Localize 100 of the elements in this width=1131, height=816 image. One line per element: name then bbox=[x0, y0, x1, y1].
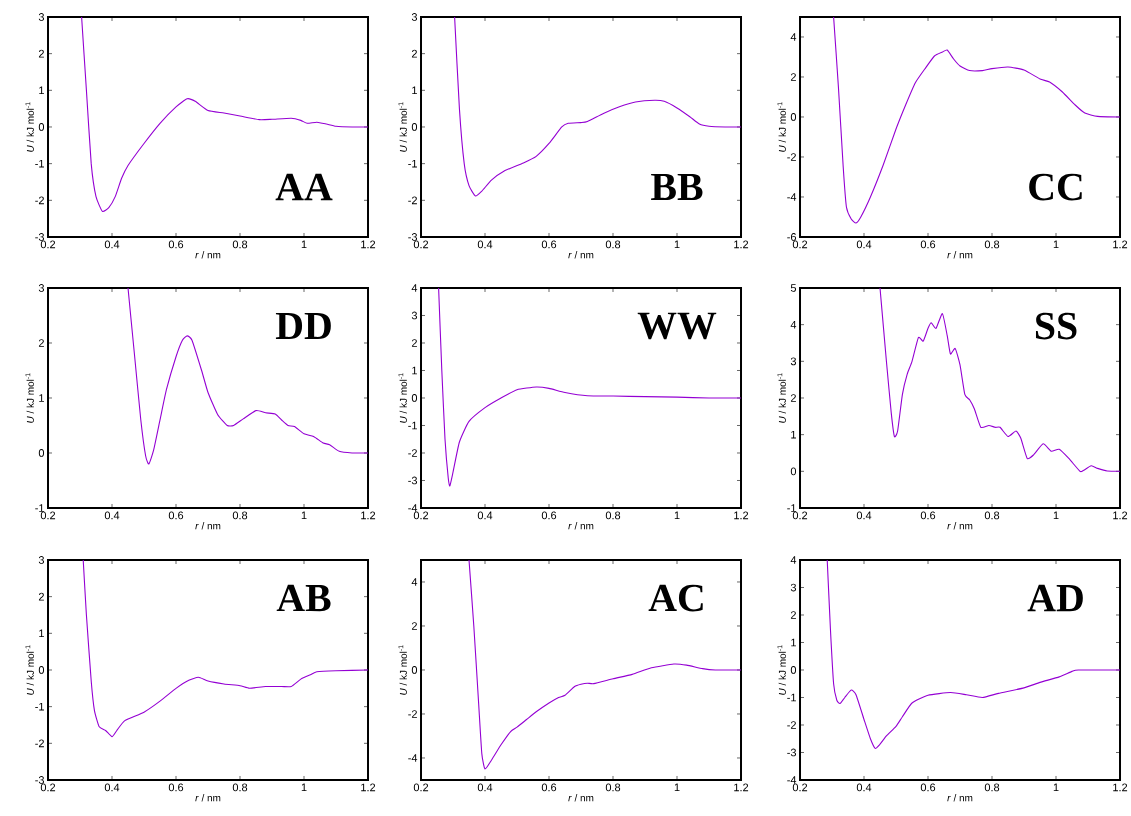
y-tick-label: 2 bbox=[38, 339, 44, 347]
x-tick-label: 0.4 bbox=[104, 240, 120, 249]
y-tick-label: -1 bbox=[35, 504, 44, 512]
y-tick-label: 0 bbox=[411, 123, 418, 131]
x-tick-label: 0.8 bbox=[984, 240, 1000, 249]
x-tick-label: 0.8 bbox=[984, 783, 1000, 792]
y-tick-label: -4 bbox=[408, 504, 418, 512]
y-tick-label: 1 bbox=[412, 366, 417, 375]
x-tick-label: 0.2 bbox=[40, 783, 56, 792]
y-tick-label: -4 bbox=[787, 776, 797, 784]
y-tick-label: 0 bbox=[38, 123, 45, 131]
x-tick-label: 0.6 bbox=[541, 783, 557, 792]
x-tick-label: 1.2 bbox=[1113, 783, 1128, 792]
x-tick-label: 0.6 bbox=[541, 511, 557, 520]
y-tick-label: -4 bbox=[787, 193, 797, 201]
x-tick-label: 0.2 bbox=[413, 511, 429, 520]
chart-title: SS bbox=[1035, 312, 1077, 340]
y-axis-title: U / kJ mol$^{-1}$ bbox=[25, 373, 34, 423]
y-tick-label: -2 bbox=[35, 196, 44, 205]
y-tick-label: 3 bbox=[38, 556, 44, 564]
y-tick-label: -2 bbox=[787, 721, 796, 729]
x-tick-label: 0.6 bbox=[541, 240, 557, 249]
y-tick-label: 4 bbox=[790, 320, 797, 329]
x-tick-label: 1 bbox=[1053, 511, 1059, 520]
y-tick-label: 1 bbox=[791, 638, 796, 647]
chart-title: AC bbox=[648, 584, 703, 612]
x-tick-label: 0.6 bbox=[168, 240, 184, 249]
x-tick-label: 0.6 bbox=[920, 783, 936, 792]
y-tick-label: 3 bbox=[411, 13, 418, 21]
y-tick-label: -4 bbox=[408, 754, 418, 762]
y-tick-label: -2 bbox=[408, 710, 417, 718]
y-tick-label: -1 bbox=[408, 159, 417, 168]
y-tick-label: 2 bbox=[411, 339, 417, 347]
y-tick-label: 2 bbox=[411, 49, 417, 58]
y-tick-label: -1 bbox=[35, 702, 44, 711]
x-tick-label: 0.4 bbox=[856, 511, 872, 520]
x-tick-label: 0.8 bbox=[605, 511, 621, 520]
x-tick-label: 1 bbox=[301, 240, 307, 249]
y-tick-label: 4 bbox=[411, 284, 418, 292]
x-tick-label: 0.8 bbox=[232, 783, 248, 792]
x-tick-label: 0.2 bbox=[40, 240, 56, 249]
x-tick-label: 1.2 bbox=[361, 783, 376, 792]
y-tick-label: 4 bbox=[790, 556, 797, 564]
y-tick-label: 1 bbox=[39, 394, 44, 402]
y-axis-title: U / kJ mol$^{-1}$ bbox=[398, 102, 407, 152]
line-series bbox=[81, 16, 369, 212]
x-tick-label: 0.6 bbox=[168, 783, 184, 792]
x-tick-label: 0.8 bbox=[984, 511, 1000, 520]
line-series bbox=[438, 287, 742, 487]
x-tick-label: 1.2 bbox=[734, 511, 749, 520]
x-tick-label: 0.8 bbox=[605, 783, 621, 792]
x-tick-label: 0.8 bbox=[605, 240, 621, 249]
x-tick-label: 0.4 bbox=[104, 511, 120, 520]
x-tick-label: 0.6 bbox=[168, 511, 184, 520]
x-axis-title: r / nm bbox=[947, 794, 973, 802]
y-tick-label: 0 bbox=[790, 467, 797, 476]
y-axis-title: U / kJ mol$^{-1}$ bbox=[398, 373, 407, 423]
x-tick-label: 0.4 bbox=[856, 240, 872, 249]
chart-title: AD bbox=[1027, 584, 1083, 612]
x-tick-label: 0.2 bbox=[413, 240, 429, 249]
y-tick-label: -2 bbox=[408, 449, 417, 457]
y-tick-label: 1 bbox=[39, 86, 44, 95]
chart-title: WW bbox=[637, 312, 717, 340]
x-tick-label: 1 bbox=[301, 511, 307, 520]
text: BB bbox=[651, 173, 703, 201]
x-tick-label: 0.4 bbox=[104, 783, 120, 792]
x-tick-label: 1 bbox=[1053, 783, 1059, 792]
y-tick-label: 0 bbox=[790, 113, 797, 121]
x-tick-label: 0.4 bbox=[477, 240, 493, 249]
y-tick-label: 3 bbox=[790, 583, 797, 592]
x-tick-label: 1 bbox=[674, 511, 680, 520]
y-tick-label: 1 bbox=[39, 629, 44, 638]
y-tick-label: -2 bbox=[35, 739, 44, 748]
y-tick-label: 2 bbox=[790, 611, 796, 619]
y-axis-title: U / kJ mol$^{-1}$ bbox=[777, 645, 786, 695]
y-tick-label: 0 bbox=[411, 394, 418, 402]
x-tick-label: 0.6 bbox=[920, 240, 936, 249]
y-tick-label: -3 bbox=[35, 233, 44, 241]
y-tick-label: 1 bbox=[791, 430, 796, 439]
y-tick-label: 2 bbox=[790, 73, 796, 81]
x-tick-label: 1.2 bbox=[361, 240, 376, 249]
x-tick-label: 1.2 bbox=[734, 783, 749, 792]
x-axis-title: r / nm bbox=[195, 794, 221, 802]
y-tick-label: 3 bbox=[38, 13, 44, 21]
line-series bbox=[879, 287, 1121, 472]
x-tick-label: 0.4 bbox=[477, 783, 493, 792]
x-tick-label: 1 bbox=[674, 240, 680, 249]
y-tick-label: 1 bbox=[412, 86, 417, 95]
line-series bbox=[826, 560, 1121, 749]
y-tick-label: 4 bbox=[790, 33, 797, 41]
y-tick-label: 0 bbox=[411, 666, 418, 674]
x-tick-label: 0.2 bbox=[413, 783, 429, 792]
y-tick-label: 0 bbox=[38, 666, 45, 674]
x-tick-label: 1.2 bbox=[1113, 240, 1128, 249]
y-tick-label: -3 bbox=[35, 776, 44, 784]
y-tick-label: 2 bbox=[38, 592, 44, 601]
y-axis-title: U / kJ mol$^{-1}$ bbox=[777, 102, 786, 152]
x-tick-label: 0.8 bbox=[232, 240, 248, 249]
x-tick-label: 1 bbox=[301, 783, 307, 792]
line-series bbox=[468, 559, 742, 770]
